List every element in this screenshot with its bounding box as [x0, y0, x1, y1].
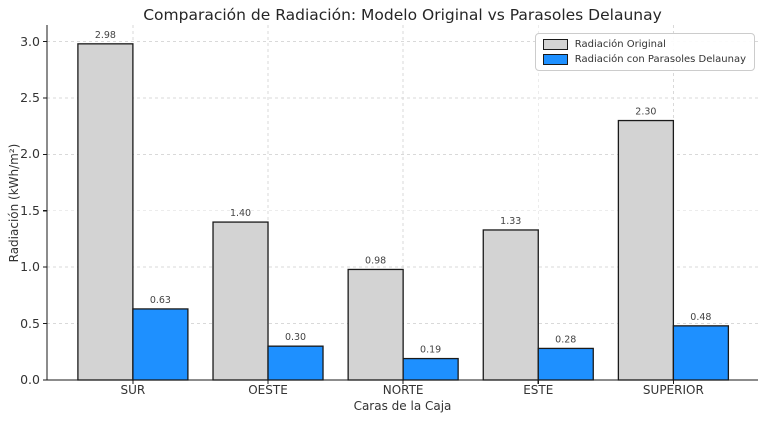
- bar-original-este: [482, 229, 539, 381]
- legend-label-original: Radiación Original: [574, 39, 666, 50]
- bar-value-label: 0.19: [420, 345, 441, 356]
- bar-value-label: 0.30: [285, 332, 306, 343]
- bar-value-label: 1.40: [230, 208, 251, 219]
- bar-value-label: 0.98: [365, 255, 386, 266]
- bar-value-label: 2.30: [635, 107, 656, 118]
- x-tick-label-este: ESTE: [523, 383, 554, 397]
- plot-area: 2.98 1.40 0.98 1.33 2.30 0.63 0.30 0.19 0.28 0.48: [43, 25, 758, 384]
- chart-title: Comparación de Radiación: Modelo Origina…: [143, 6, 662, 24]
- y-tick-label: 0.0: [20, 372, 40, 387]
- x-tick-label-sur: SUR: [120, 383, 146, 397]
- bar-original-superior: [617, 119, 675, 381]
- bar-value-label: 0.28: [555, 334, 576, 345]
- legend-item-parasoles: Radiación con Parasoles Delaunay: [542, 54, 746, 65]
- x-tick-label-superior: SUPERIOR: [642, 383, 704, 397]
- bar-parasoles-este: [537, 347, 594, 381]
- x-tick-label-norte: NORTE: [382, 383, 424, 397]
- legend-item-original: Radiación Original: [542, 39, 746, 50]
- legend-label-parasoles: Radiación con Parasoles Delaunay: [574, 54, 746, 65]
- bar-original-sur: [77, 43, 134, 381]
- x-tick-label-oeste: OESTE: [248, 383, 288, 397]
- bar-parasoles-sur: [132, 308, 189, 381]
- x-axis-label: Caras de la Caja: [353, 399, 452, 413]
- bar-value-label: 2.98: [95, 30, 116, 41]
- legend-swatch-parasoles-icon: [542, 54, 568, 65]
- y-tick-label: 2.5: [20, 89, 40, 105]
- bar-parasoles-superior: [672, 325, 730, 381]
- bar-original-norte: [347, 268, 404, 381]
- legend-swatch-original-icon: [542, 39, 568, 50]
- y-tick-label: 0.5: [20, 315, 40, 331]
- y-tick-label: 3.0: [20, 33, 40, 49]
- bar-parasoles-norte: [402, 357, 459, 381]
- y-tick-label: 1.5: [20, 202, 40, 218]
- bar-value-label: 1.33: [500, 216, 521, 227]
- bar-original-oeste: [212, 221, 269, 381]
- y-tick-label: 2.0: [20, 146, 40, 162]
- bar-parasoles-oeste: [267, 345, 324, 381]
- legend: Radiación Original Radiación con Parasol…: [534, 33, 755, 71]
- y-tick-label: 1.0: [20, 259, 40, 275]
- bar-value-label: 0.48: [690, 312, 711, 323]
- bar-value-label: 0.63: [150, 295, 171, 306]
